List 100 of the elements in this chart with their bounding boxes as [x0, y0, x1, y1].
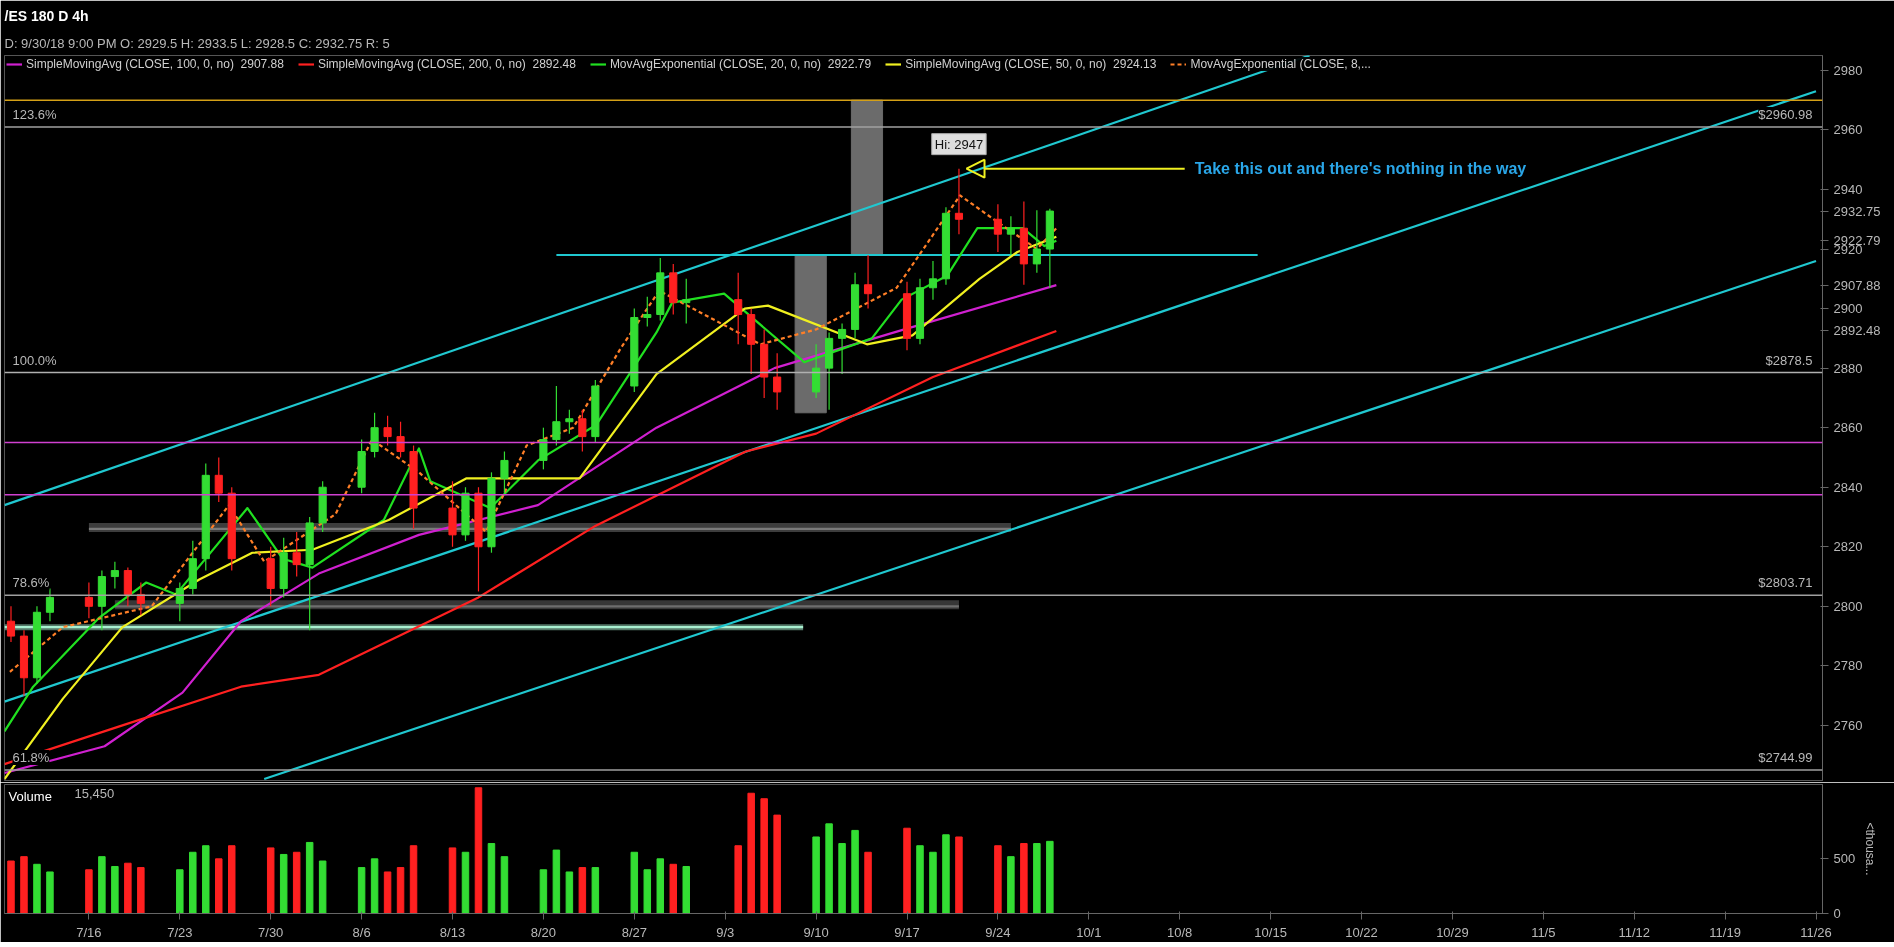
candlestick	[954, 168, 964, 235]
legend-label: MovAvgExponential (CLOSE, 20, 0, no) 2922.79	[609, 57, 872, 71]
bar	[929, 851, 937, 914]
bar	[565, 871, 574, 914]
y-tick-label: 2940	[1833, 181, 1863, 197]
x-tick-label: 11/12	[1618, 924, 1650, 940]
y-tick-label: 2860	[1833, 420, 1863, 436]
bar	[552, 849, 561, 914]
bar	[46, 871, 54, 914]
chart-title: Volume	[8, 788, 52, 804]
candlestick	[1032, 209, 1041, 274]
candlestick	[214, 456, 223, 503]
candlestick	[292, 531, 301, 578]
bar	[1033, 843, 1041, 914]
candlestick	[993, 203, 1002, 253]
bar	[734, 845, 742, 914]
legend-label: SimpleMovingAvg (CLOSE, 100, 0, no) 2907.88	[26, 57, 284, 71]
candlestick	[500, 450, 509, 494]
bar	[111, 865, 119, 914]
bar	[189, 851, 197, 914]
x-tick-label: 8/20	[530, 924, 557, 940]
y-tick-label: 2780	[1833, 658, 1863, 674]
candlestick	[539, 427, 548, 470]
chart-title: /ES 180 D 4h	[4, 7, 89, 24]
bar	[1020, 843, 1028, 914]
bar	[656, 858, 665, 914]
bar	[487, 843, 496, 914]
candlestick	[6, 605, 16, 643]
y-tick-label: 2892.48	[1833, 323, 1881, 339]
annotation: 123.6%	[12, 107, 58, 123]
y-tick-label: 0	[1833, 906, 1841, 921]
bar	[85, 869, 93, 914]
annotation: Take this out and there's nothing in the way	[1194, 160, 1527, 178]
bar	[864, 851, 872, 914]
y-tick-label: 2760	[1833, 717, 1863, 733]
bar	[33, 863, 41, 914]
candlestick	[1006, 215, 1015, 256]
bar	[98, 856, 106, 914]
bar	[124, 862, 132, 914]
bar	[176, 869, 184, 914]
candlestick	[734, 272, 743, 345]
bar	[760, 798, 768, 914]
chart-subtitle: D: 9/30/18 9:00 PM O: 2929.5 H: 2933.5 L: 2928.5 C: 2932.75 R: 5	[4, 35, 390, 51]
bar	[383, 871, 392, 914]
bar	[851, 829, 859, 914]
y-tick-label: 2840	[1833, 479, 1863, 495]
x-tick-label: 10/1	[1076, 924, 1102, 940]
bar	[682, 865, 690, 914]
x-tick-label: 7/23	[167, 924, 193, 940]
annotation: Hi: 2947	[934, 136, 984, 152]
x-tick-label: 11/26	[1800, 924, 1832, 940]
annotation: 61.8%	[12, 750, 50, 766]
bar	[279, 853, 288, 914]
y-tick-label: 2880	[1833, 360, 1863, 376]
bar	[318, 860, 327, 914]
candlestick	[682, 278, 691, 325]
candlestick	[123, 567, 132, 607]
bar	[903, 827, 911, 914]
x-tick-label: 10/15	[1254, 924, 1287, 940]
bar	[305, 841, 314, 914]
x-tick-label: 8/6	[352, 924, 371, 940]
bar	[137, 867, 145, 914]
ref-line-label: $2803.71	[1758, 575, 1813, 591]
x-tick-label: 7/16	[76, 924, 102, 940]
bar	[461, 851, 470, 914]
candlestick	[863, 254, 873, 310]
candlestick	[383, 415, 392, 447]
bar	[448, 847, 457, 914]
x-tick-label: 9/10	[803, 924, 829, 940]
bar	[20, 856, 28, 914]
bar	[591, 867, 600, 914]
x-tick-label: 8/27	[621, 924, 647, 940]
candlestick	[370, 412, 379, 459]
candlestick	[175, 581, 184, 622]
bar	[370, 858, 379, 914]
legend-label: MovAvgExponential (CLOSE, 8,...	[1190, 57, 1371, 71]
y-tick-label: 2932.75	[1833, 203, 1881, 219]
bar	[747, 792, 755, 914]
candlestick	[838, 322, 847, 375]
x-tick-label: 9/3	[716, 924, 735, 940]
x-tick-label: 9/17	[894, 924, 920, 940]
bar	[409, 845, 418, 914]
y-tick-label: 2907.88	[1833, 277, 1881, 293]
bar	[955, 836, 963, 914]
legend-label: SimpleMovingAvg (CLOSE, 50, 0, no) 2924.13	[905, 57, 1157, 71]
y-tick-label: 2960	[1833, 122, 1863, 138]
ref-line-label: $2960.98	[1758, 107, 1813, 123]
bar	[1007, 856, 1015, 914]
candlestick	[110, 561, 119, 590]
bar	[643, 869, 652, 914]
x-tick-label: 11/5	[1531, 924, 1556, 940]
bar	[630, 851, 639, 914]
candlestick	[136, 581, 145, 616]
x-tick-label: 8/13	[439, 924, 466, 940]
bar	[578, 867, 587, 914]
bar	[202, 845, 210, 914]
legend-label: SimpleMovingAvg (CLOSE, 200, 0, no) 2892.48	[317, 57, 576, 71]
bar	[7, 860, 15, 914]
candlestick	[643, 296, 652, 328]
bar	[500, 856, 509, 914]
